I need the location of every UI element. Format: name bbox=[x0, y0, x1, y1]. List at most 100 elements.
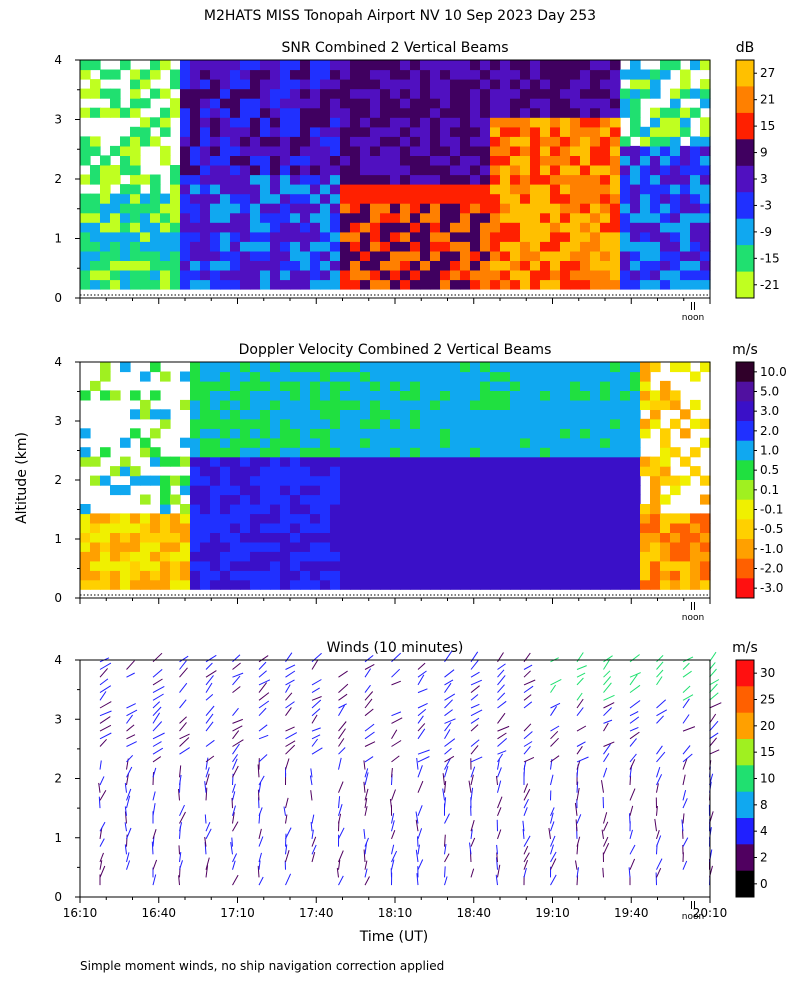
heatmap-cell bbox=[300, 456, 311, 467]
heatmap-cell bbox=[560, 409, 571, 420]
heatmap-cell bbox=[600, 165, 611, 176]
heatmap-cell bbox=[670, 212, 681, 223]
wind-barb bbox=[99, 738, 107, 747]
heatmap-cell bbox=[450, 418, 461, 429]
heatmap-cell bbox=[480, 60, 491, 71]
wind-barb bbox=[523, 867, 527, 878]
wind-barb bbox=[709, 713, 717, 724]
heatmap-cell bbox=[640, 231, 651, 242]
heatmap-cell bbox=[520, 362, 531, 373]
heatmap-cell bbox=[330, 107, 341, 118]
colorbar-swatch bbox=[736, 421, 754, 442]
wind-barb bbox=[495, 874, 498, 886]
wind-barb bbox=[417, 728, 426, 740]
heatmap-cell bbox=[280, 362, 291, 373]
heatmap-cell bbox=[660, 380, 671, 391]
wind-barb bbox=[99, 860, 103, 870]
heatmap-cell bbox=[490, 428, 501, 439]
wind-barb bbox=[548, 827, 551, 839]
heatmap-cell bbox=[350, 174, 361, 185]
heatmap-cell bbox=[460, 155, 471, 166]
wind-barb bbox=[179, 716, 187, 724]
wind-barb bbox=[232, 791, 236, 801]
heatmap-cell bbox=[520, 136, 531, 147]
heatmap-cell bbox=[250, 399, 261, 410]
heatmap-cell bbox=[560, 428, 571, 439]
heatmap-cell bbox=[440, 504, 451, 515]
colorbar-label: -3 bbox=[760, 198, 772, 212]
heatmap-cell bbox=[110, 165, 121, 176]
heatmap-cell bbox=[540, 551, 551, 562]
heatmap-cell bbox=[630, 522, 641, 533]
heatmap-cell bbox=[440, 428, 451, 439]
heatmap-cell bbox=[310, 98, 321, 109]
heatmap-cell bbox=[560, 513, 571, 524]
heatmap-cell bbox=[640, 193, 651, 204]
heatmap-cell bbox=[260, 475, 271, 486]
heatmap-cell bbox=[230, 231, 241, 242]
heatmap-cell bbox=[610, 231, 621, 242]
wind-barb bbox=[99, 716, 111, 724]
heatmap-cell bbox=[90, 522, 101, 533]
heatmap-cell bbox=[200, 203, 211, 214]
x-tick-label: 19:40 bbox=[614, 906, 649, 920]
heatmap-cell bbox=[440, 399, 451, 410]
heatmap-cell bbox=[300, 409, 311, 420]
colorbar-unit: m/s bbox=[732, 342, 758, 358]
heatmap-cell bbox=[270, 88, 281, 99]
heatmap-cell bbox=[390, 117, 401, 128]
heatmap-cell bbox=[300, 485, 311, 496]
heatmap-cell bbox=[370, 380, 381, 391]
heatmap-cell bbox=[180, 456, 191, 467]
wind-barb bbox=[152, 706, 162, 717]
heatmap-cell bbox=[500, 126, 511, 137]
heatmap-cell bbox=[170, 270, 181, 281]
heatmap-cell bbox=[170, 69, 181, 80]
heatmap-cell bbox=[430, 475, 441, 486]
heatmap-cell bbox=[360, 88, 371, 99]
heatmap-cell bbox=[140, 579, 151, 590]
heatmap-cell bbox=[570, 494, 581, 505]
heatmap-cell bbox=[310, 203, 321, 214]
heatmap-cell bbox=[480, 522, 491, 533]
heatmap-cell bbox=[180, 560, 191, 571]
wind-barb bbox=[603, 767, 608, 778]
heatmap-cell bbox=[190, 270, 201, 281]
heatmap-cell bbox=[320, 212, 331, 223]
heatmap-cell bbox=[530, 165, 541, 176]
wind-barb bbox=[576, 756, 589, 763]
wind-barb bbox=[363, 760, 366, 770]
heatmap-cell bbox=[350, 409, 361, 420]
wind-barb bbox=[576, 672, 586, 678]
heatmap-cell bbox=[250, 541, 261, 552]
heatmap-cell bbox=[450, 155, 461, 166]
heatmap-cell bbox=[340, 428, 351, 439]
heatmap-cell bbox=[280, 485, 291, 496]
heatmap-cell bbox=[610, 390, 621, 401]
heatmap-cell bbox=[410, 136, 421, 147]
heatmap-cell bbox=[350, 447, 361, 458]
heatmap-cell bbox=[430, 362, 441, 373]
heatmap-cell bbox=[480, 399, 491, 410]
heatmap-cell bbox=[400, 541, 411, 552]
heatmap-cell bbox=[510, 485, 521, 496]
heatmap-cell bbox=[470, 579, 481, 590]
heatmap-cell bbox=[590, 371, 601, 382]
heatmap-cell bbox=[260, 437, 271, 448]
wind-barb bbox=[364, 723, 375, 732]
heatmap-cell bbox=[490, 88, 501, 99]
heatmap-cell bbox=[260, 241, 271, 252]
heatmap-cell bbox=[540, 279, 551, 290]
wind-barb bbox=[232, 765, 239, 778]
heatmap-cell bbox=[100, 193, 111, 204]
heatmap-cell bbox=[110, 541, 121, 552]
colorbar-label: -1.0 bbox=[760, 542, 783, 556]
wind-barb bbox=[656, 867, 662, 878]
heatmap-cell bbox=[350, 513, 361, 524]
heatmap-cell bbox=[650, 184, 661, 195]
heatmap-cell bbox=[460, 60, 471, 71]
wind-barb bbox=[682, 798, 688, 809]
heatmap-cell bbox=[80, 174, 91, 185]
heatmap-cell bbox=[390, 193, 401, 204]
heatmap-cell bbox=[250, 79, 261, 90]
